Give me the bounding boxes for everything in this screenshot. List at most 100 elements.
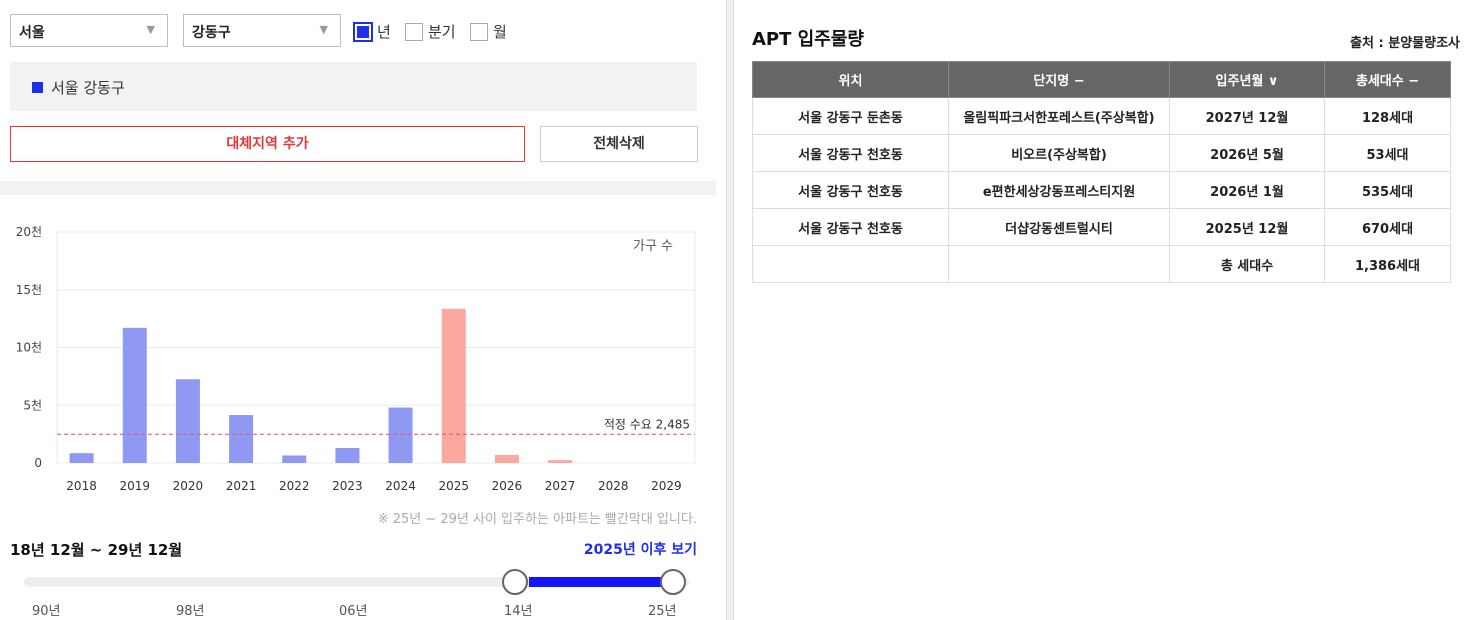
bar-2018 xyxy=(69,453,94,463)
table-row: 서울 강동구 천호동 비오르(주상복합) 2026년 5월 53세대 xyxy=(752,134,1451,172)
checkbox-checked-icon xyxy=(353,21,373,42)
x-tick-label: 2025 xyxy=(438,479,469,493)
y-tick-label: 0 xyxy=(34,456,42,470)
slider-label: 90년 xyxy=(32,604,61,619)
table-row: 서울 강동구 둔촌동 올림픽파크서한포레스트(주상복합) 2027년 12월 1… xyxy=(752,97,1451,135)
year-range-slider[interactable] xyxy=(24,569,689,595)
selected-region-label: 서울 강동구 xyxy=(51,79,125,97)
bar-2020 xyxy=(175,379,200,463)
series-label: 가구 수 xyxy=(633,239,673,254)
checkbox-icon xyxy=(470,22,488,41)
cell-location: 서울 강동구 천호동 xyxy=(752,208,949,246)
period-year-label: 년 xyxy=(377,23,391,41)
panel-divider xyxy=(726,0,734,620)
checkbox-icon xyxy=(405,22,423,41)
right-panel: APT 입주물량 출처 : 분양물량조사 위치 단지명 − 입주년월 ∨ 총세대… xyxy=(734,0,1466,620)
table-row: 서울 강동구 천호동 더샵강동센트럴시티 2025년 12월 670세대 xyxy=(752,208,1451,246)
y-tick-label: 20천 xyxy=(16,224,42,239)
x-tick-label: 2019 xyxy=(119,479,150,493)
x-tick-label: 2029 xyxy=(651,479,682,493)
cell-move-in-date: 2025년 12월 xyxy=(1169,208,1325,246)
reference-line-label: 적정 수요 2,485 xyxy=(604,417,690,431)
column-header-move-in-date[interactable]: 입주년월 ∨ xyxy=(1169,61,1325,98)
period-month-checkbox[interactable]: 월 xyxy=(470,21,507,42)
x-tick-label: 2020 xyxy=(173,479,204,493)
cell-location: 서울 강동구 천호동 xyxy=(752,171,949,209)
bar-2019 xyxy=(122,327,147,463)
region-color-swatch xyxy=(32,82,43,93)
bar-2022 xyxy=(282,455,307,463)
cell-complex: 비오르(주상복합) xyxy=(948,134,1170,172)
view-after-2025-link[interactable]: 2025년 이후 보기 xyxy=(583,542,697,558)
column-header-households[interactable]: 총세대수 − xyxy=(1324,61,1451,98)
bar-2027 xyxy=(548,460,573,463)
total-value: 1,386세대 xyxy=(1324,245,1451,283)
city-select-value: 서울 xyxy=(19,25,45,41)
cell-complex: 더샵강동센트럴시티 xyxy=(948,208,1170,246)
table-row: 서울 강동구 천호동 e편한세상강동프레스티지원 2026년 1월 535세대 xyxy=(752,171,1451,209)
section-divider xyxy=(0,181,716,195)
slider-label: 14년 xyxy=(504,604,533,619)
clear-all-button[interactable]: 전체삭제 xyxy=(540,126,698,162)
bar-2025 xyxy=(441,308,466,463)
x-tick-label: 2022 xyxy=(279,479,310,493)
slider-selected-range xyxy=(529,577,679,587)
cell-location: 서울 강동구 천호동 xyxy=(752,134,949,172)
cell-empty xyxy=(948,245,1170,283)
column-header-complex[interactable]: 단지명 − xyxy=(948,61,1170,98)
y-tick-label: 15천 xyxy=(16,282,42,297)
x-tick-label: 2023 xyxy=(332,479,363,493)
period-year-checkbox[interactable]: 년 xyxy=(353,21,391,42)
dropdown-arrow-icon: ▼ xyxy=(319,23,328,36)
selected-region-panel: 서울 강동구 xyxy=(10,62,697,111)
supply-table: 위치 단지명 − 입주년월 ∨ 총세대수 − 서울 강동구 둔촌동 올림픽파크서… xyxy=(752,61,1451,283)
x-tick-label: 2028 xyxy=(598,479,629,493)
bar-2026 xyxy=(494,454,519,463)
slider-end-handle[interactable] xyxy=(660,569,686,595)
cell-households: 53세대 xyxy=(1324,134,1451,172)
cell-empty xyxy=(752,245,949,283)
column-header-location[interactable]: 위치 xyxy=(752,61,949,98)
data-source-label: 출처 : 분양물량조사 xyxy=(1350,36,1460,51)
cell-move-in-date: 2026년 1월 xyxy=(1169,171,1325,209)
x-tick-label: 2026 xyxy=(492,479,523,493)
x-tick-label: 2021 xyxy=(226,479,257,493)
slider-label: 06년 xyxy=(339,604,368,619)
table-header-row: 위치 단지명 − 입주년월 ∨ 총세대수 − xyxy=(752,61,1451,98)
bar-2023 xyxy=(335,447,360,463)
slider-label: 98년 xyxy=(176,604,205,619)
y-tick-label: 5천 xyxy=(23,397,42,412)
total-label: 총 세대수 xyxy=(1169,245,1325,283)
cell-complex: e편한세상강동프레스티지원 xyxy=(948,171,1170,209)
supply-table-title: APT 입주물량 xyxy=(752,29,864,50)
supply-bar-chart: 0 5천 10천 15천 20천 2018 2019 2020 2021 2022 2023 2024… xyxy=(16,224,696,493)
cell-move-in-date: 2026년 5월 xyxy=(1169,134,1325,172)
y-tick-label: 10천 xyxy=(16,340,42,355)
x-tick-label: 2027 xyxy=(545,479,576,493)
x-tick-label: 2018 xyxy=(66,479,97,493)
bar-2024 xyxy=(388,407,413,463)
cell-households: 128세대 xyxy=(1324,97,1451,135)
chart-note: ※ 25년 ~ 29년 사이 입주하는 아파트는 빨간막대 입니다. xyxy=(377,512,697,527)
bar-2021 xyxy=(229,415,254,463)
district-select[interactable]: 강동구 ▼ xyxy=(183,14,341,47)
slider-track xyxy=(24,577,689,587)
slider-start-handle[interactable] xyxy=(502,569,528,595)
cell-complex: 올림픽파크서한포레스트(주상복합) xyxy=(948,97,1170,135)
period-range-label: 18년 12월 ~ 29년 12월 xyxy=(10,541,183,559)
district-select-value: 강동구 xyxy=(192,25,231,41)
cell-location: 서울 강동구 둔촌동 xyxy=(752,97,949,135)
period-quarter-label: 분기 xyxy=(428,23,456,41)
cell-households: 670세대 xyxy=(1324,208,1451,246)
table-total-row: 총 세대수 1,386세대 xyxy=(752,245,1451,283)
period-quarter-checkbox[interactable]: 분기 xyxy=(405,21,456,42)
add-alt-region-button[interactable]: 대체지역 추가 xyxy=(10,126,525,162)
cell-move-in-date: 2027년 12월 xyxy=(1169,97,1325,135)
dropdown-arrow-icon: ▼ xyxy=(146,23,155,36)
slider-label: 25년 xyxy=(648,604,677,619)
cell-households: 535세대 xyxy=(1324,171,1451,209)
x-tick-label: 2024 xyxy=(385,479,416,493)
period-month-label: 월 xyxy=(493,23,507,41)
left-panel: 서울 ▼ 강동구 ▼ 년 분기 월 서울 강동구 대체지역 추가 전체삭제 0 5… xyxy=(0,0,716,620)
city-select[interactable]: 서울 ▼ xyxy=(10,14,168,47)
